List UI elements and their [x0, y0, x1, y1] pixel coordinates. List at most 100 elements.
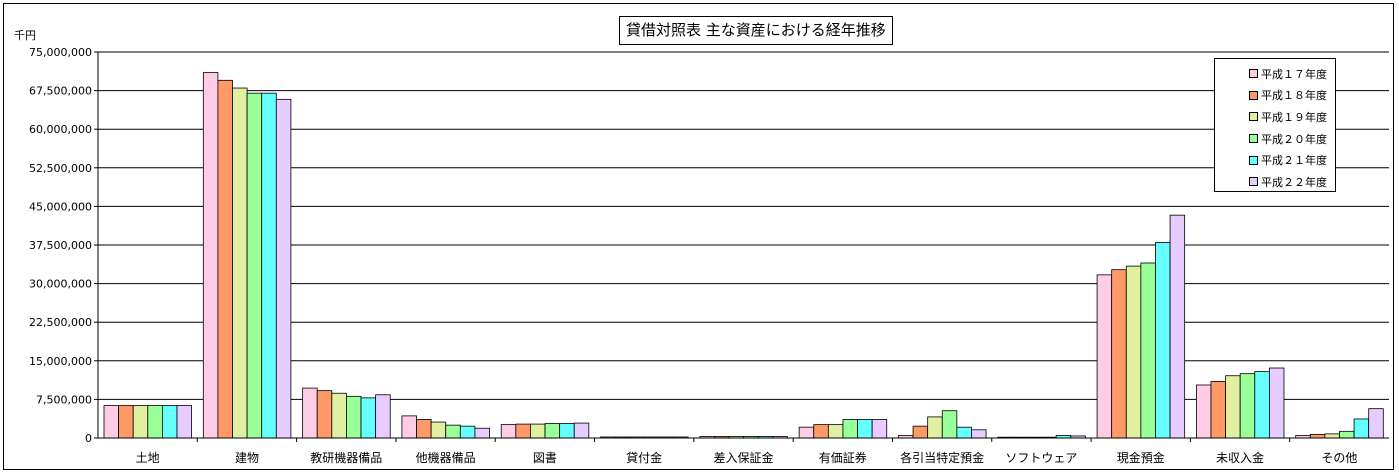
legend-item: 平成２２年度: [1215, 171, 1335, 193]
bar: [530, 423, 546, 439]
y-tick-label: 75,000,000: [29, 46, 92, 59]
bar: [103, 405, 120, 439]
legend-item: 平成２０年度: [1215, 128, 1335, 150]
x-tick-label: その他: [1321, 451, 1357, 465]
bar: [559, 423, 575, 439]
bar: [261, 92, 277, 439]
legend-swatch: [1249, 134, 1258, 144]
bar: [246, 92, 263, 439]
x-tick-label: 未収入金: [1216, 450, 1264, 465]
x-tick-label: 各引当特定預金: [900, 450, 984, 465]
bar: [827, 424, 844, 439]
legend-swatch: [1249, 155, 1258, 165]
bar: [1140, 262, 1156, 439]
bar: [275, 98, 292, 439]
bar: [927, 416, 943, 439]
x-tick-label: 教研機器備品: [310, 450, 382, 465]
bar: [1155, 242, 1171, 439]
legend-label: 平成１８年度: [1261, 89, 1327, 103]
bar: [176, 405, 193, 439]
bar: [857, 419, 873, 439]
x-tick-label: ソフトウェア: [1005, 451, 1077, 465]
bar: [217, 79, 233, 439]
x-tick-label: 土地: [136, 451, 160, 465]
legend-label: 平成２０年度: [1261, 132, 1327, 146]
legend-label: 平成２１年度: [1261, 154, 1327, 168]
bar: [515, 423, 531, 439]
bar: [375, 394, 391, 439]
bar: [1339, 430, 1355, 439]
bar: [474, 427, 490, 439]
bar: [1169, 214, 1186, 439]
legend-swatch: [1249, 90, 1258, 100]
x-tick-label: 他機器備品: [416, 450, 476, 465]
x-tick-label: 有価証券: [819, 450, 867, 465]
bar: [1096, 274, 1113, 439]
bar: [360, 397, 377, 439]
y-tick-label: 37,500,000: [29, 239, 92, 252]
legend-swatch: [1249, 69, 1258, 79]
bar: [912, 425, 929, 439]
bar: [1368, 408, 1384, 439]
bar: [232, 87, 248, 439]
legend-item: 平成１７年度: [1215, 63, 1335, 85]
x-tick-label: 差入保証金: [713, 450, 773, 465]
bar: [941, 410, 958, 439]
legend-label: 平成１９年度: [1261, 110, 1327, 124]
legend-item: 平成１８年度: [1215, 85, 1335, 107]
bar: [1353, 418, 1370, 439]
bar: [1254, 371, 1270, 439]
bar: [445, 424, 461, 439]
bar: [118, 405, 134, 439]
y-axis-unit-label: 千円: [14, 29, 36, 42]
bar: [416, 419, 432, 439]
y-tick-label: 45,000,000: [29, 200, 92, 213]
bar: [573, 422, 590, 439]
bar: [430, 421, 447, 439]
bar: [132, 405, 149, 439]
bar: [1239, 373, 1256, 439]
legend-swatch: [1249, 177, 1258, 187]
bar: [1268, 367, 1285, 439]
legend-label: 平成１７年度: [1261, 67, 1327, 81]
y-tick-label: 22,500,000: [29, 316, 92, 329]
bar: [459, 425, 476, 439]
legend-swatch: [1249, 112, 1258, 122]
bar: [331, 392, 347, 439]
axes: 0 7,500,000 15,000,000 22,500,000 30,000,000…: [29, 46, 1389, 465]
bar: [1309, 433, 1326, 439]
y-tick-label: 7,500,000: [36, 393, 92, 406]
legend-item: 平成１９年度: [1215, 106, 1335, 128]
x-tick-label: 貸付金: [626, 450, 662, 465]
x-tick-label: 現金預金: [1117, 450, 1165, 465]
bar: [1111, 269, 1127, 439]
bar: [544, 423, 561, 439]
legend-item: 平成２１年度: [1215, 149, 1335, 171]
bar: [871, 419, 888, 439]
bar: [346, 395, 362, 439]
legend-label: 平成２２年度: [1261, 175, 1327, 189]
bar: [798, 426, 815, 439]
gridlines: [98, 51, 1389, 400]
bar: [956, 426, 972, 439]
bar: [316, 390, 333, 439]
bar: [147, 405, 163, 439]
bar: [813, 424, 829, 439]
x-tick-label: 図書: [533, 451, 557, 465]
bar: [1324, 433, 1340, 439]
y-tick-label: 52,500,000: [29, 162, 92, 175]
bar: [1210, 380, 1226, 439]
bar: [202, 72, 219, 439]
y-tick-label: 0: [85, 432, 92, 445]
chart-title: 貸借対照表 主な資産における経年推移: [619, 16, 893, 45]
y-tick-label: 15,000,000: [29, 355, 92, 368]
bar: [500, 424, 517, 439]
bar: [302, 387, 318, 439]
bar: [842, 419, 858, 439]
bars: [103, 72, 1384, 439]
bar: [1195, 384, 1212, 439]
bar: [971, 429, 987, 439]
bar: [1125, 265, 1142, 439]
bar: [401, 415, 417, 439]
